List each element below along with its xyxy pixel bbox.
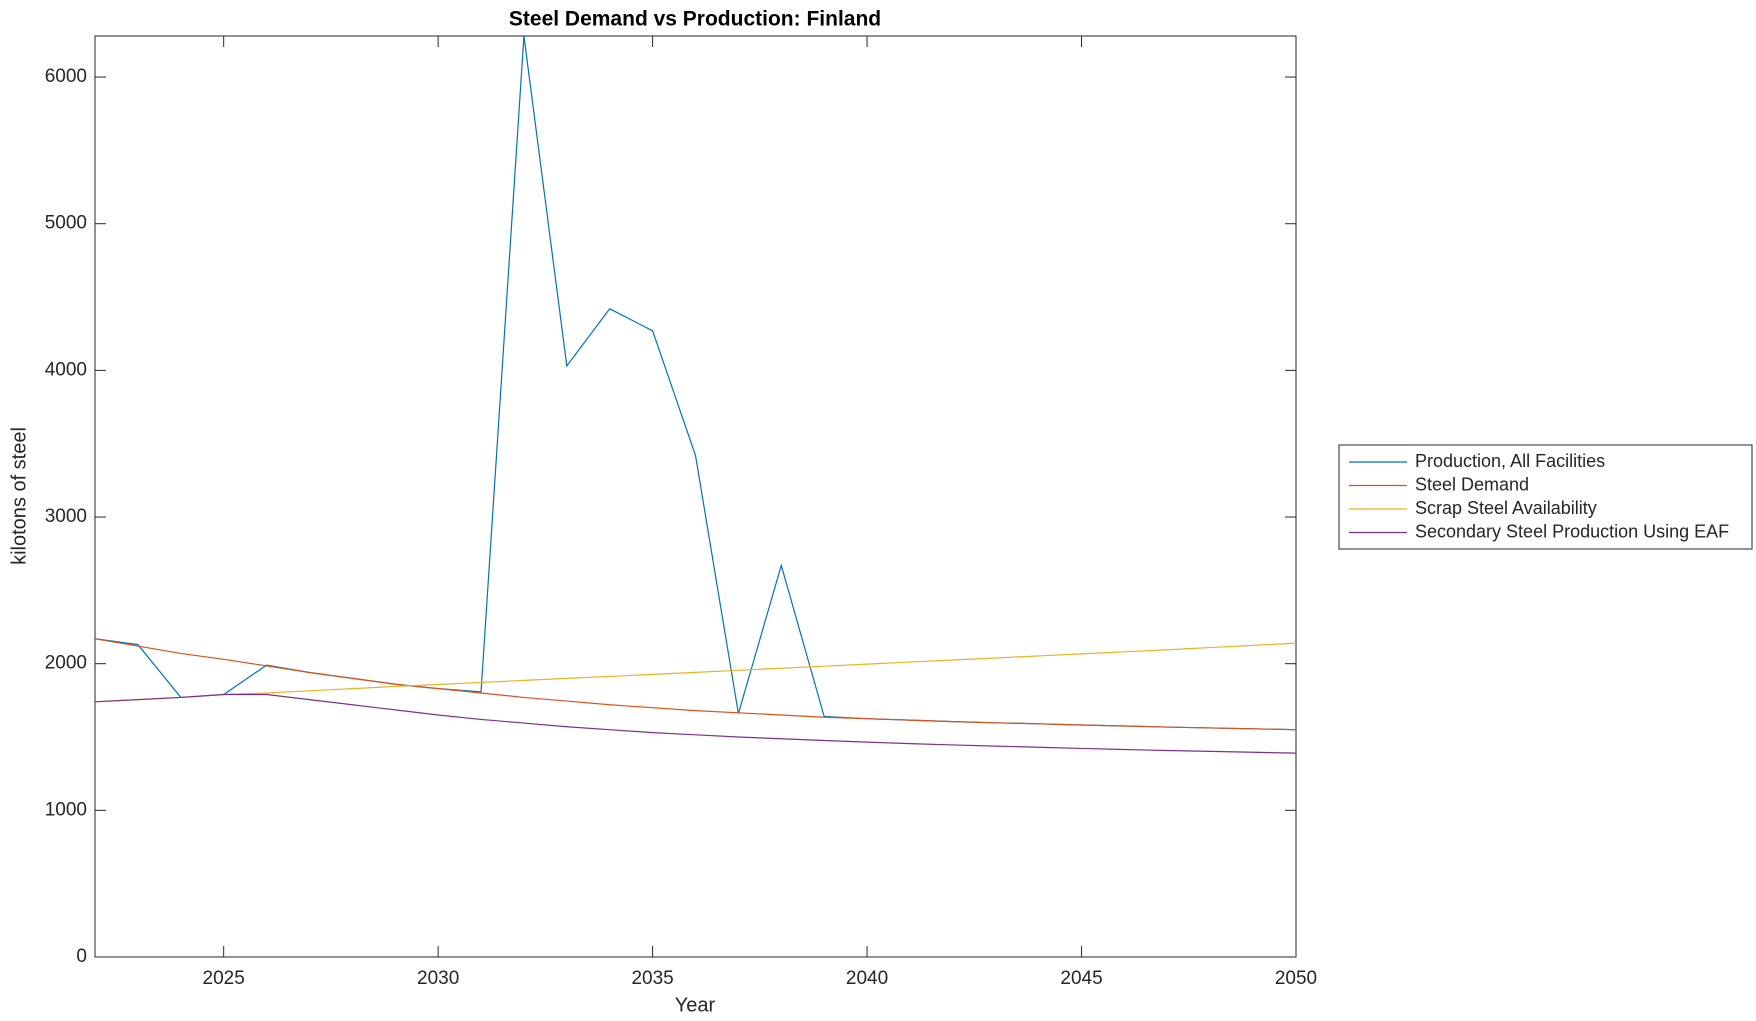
x-tick-label: 2025: [203, 968, 245, 989]
series-line: [94, 642, 1297, 703]
legend-label: Scrap Steel Availability: [1415, 498, 1597, 518]
y-tick-label: 1000: [45, 799, 87, 820]
y-axis-label: kilotons of steel: [8, 427, 30, 565]
series-line: [94, 693, 1297, 754]
x-tick-label: 2050: [1275, 968, 1317, 989]
y-tick-label: 2000: [45, 653, 87, 674]
y-tick-label: 4000: [45, 359, 87, 380]
chart-title: Steel Demand vs Production: Finland: [509, 8, 881, 31]
plot-area: [94, 35, 1297, 958]
x-tick-label: 2040: [846, 968, 888, 989]
x-tick-label: 2030: [417, 968, 459, 989]
x-tick-label: 2045: [1060, 968, 1102, 989]
series-line: [94, 638, 1297, 731]
y-tick-label: 6000: [45, 66, 87, 87]
legend-box: [1338, 444, 1753, 550]
legend-label: Steel Demand: [1415, 474, 1529, 494]
y-tick-label: 0: [76, 946, 87, 967]
y-tick-label: 5000: [45, 213, 87, 234]
x-axis-label: Year: [675, 994, 716, 1016]
x-tick-label: 2035: [631, 968, 673, 989]
legend-label: Production, All Facilities: [1415, 451, 1605, 471]
legend-label: Secondary Steel Production Using EAF: [1415, 521, 1729, 541]
y-tick-label: 3000: [45, 506, 87, 527]
